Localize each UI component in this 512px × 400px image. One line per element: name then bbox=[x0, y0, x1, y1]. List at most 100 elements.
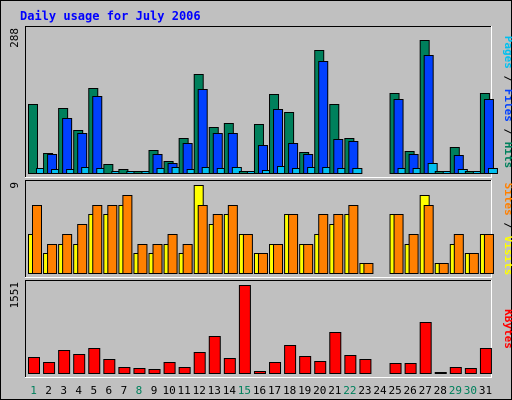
bar-sites bbox=[182, 244, 193, 274]
bar-files bbox=[318, 61, 329, 174]
x-tick-label: 9 bbox=[151, 384, 158, 397]
bar-pages bbox=[487, 168, 498, 174]
bar-sites bbox=[423, 205, 434, 274]
bar-kbytes bbox=[73, 354, 86, 374]
bar-kbytes bbox=[299, 356, 312, 374]
x-tick-label: 20 bbox=[313, 384, 326, 397]
bar-files bbox=[92, 96, 103, 174]
x-tick-label: 31 bbox=[479, 384, 492, 397]
bar-sites bbox=[363, 263, 374, 274]
x-tick-label: 23 bbox=[358, 384, 371, 397]
x-tick-label: 4 bbox=[75, 384, 82, 397]
legend-entry: / bbox=[502, 216, 512, 236]
bar-sites bbox=[122, 195, 133, 274]
bar-kbytes bbox=[103, 359, 116, 374]
bar-sites bbox=[92, 205, 103, 274]
x-tick-label: 12 bbox=[193, 384, 206, 397]
x-tick-label: 8 bbox=[136, 384, 143, 397]
bar-files bbox=[212, 133, 223, 174]
bar-kbytes bbox=[208, 336, 221, 374]
bar-kbytes bbox=[193, 352, 206, 374]
panels-layer: 288 Pages / Files / Hits 9 Sites / Visits 15… bbox=[8, 26, 512, 378]
x-tick-label: 3 bbox=[60, 384, 67, 397]
bar-pages bbox=[231, 167, 242, 174]
x-tick-label: 30 bbox=[464, 384, 477, 397]
bar-sites bbox=[348, 205, 359, 274]
hits-panel: 288 Pages / Files / Hits bbox=[8, 26, 512, 178]
legend-entry: Hits bbox=[502, 142, 512, 169]
x-tick-label: 19 bbox=[298, 384, 311, 397]
bar-kbytes bbox=[148, 369, 161, 374]
bar-kbytes bbox=[223, 358, 236, 374]
bar-files bbox=[393, 99, 404, 174]
legend-entry: / bbox=[502, 122, 512, 142]
bar-kbytes bbox=[178, 367, 191, 374]
x-tick-label: 5 bbox=[90, 384, 97, 397]
bar-kbytes bbox=[238, 285, 251, 374]
x-tick-label: 21 bbox=[328, 384, 341, 397]
bar-kbytes bbox=[479, 348, 492, 374]
bar-kbytes bbox=[464, 368, 477, 374]
bar-sites bbox=[212, 214, 223, 274]
bar-kbytes bbox=[58, 350, 71, 374]
bar-sites bbox=[62, 234, 73, 274]
x-tick-label: 11 bbox=[178, 384, 191, 397]
bar-sites bbox=[303, 244, 314, 274]
bar-sites bbox=[227, 205, 238, 274]
bar-hits bbox=[28, 104, 38, 174]
bar-kbytes bbox=[253, 371, 266, 374]
panel-plot-area bbox=[25, 280, 492, 378]
x-tick-label: 22 bbox=[343, 384, 356, 397]
x-tick-label: 7 bbox=[121, 384, 128, 397]
bar-files bbox=[197, 89, 208, 174]
legend-entry: / bbox=[502, 69, 512, 89]
bar-kbytes bbox=[389, 363, 402, 374]
bar-sites bbox=[32, 205, 42, 274]
panel-legend: KBytes bbox=[502, 309, 512, 349]
visits-panel: 9 Sites / Visits bbox=[8, 180, 512, 278]
bar-sites bbox=[47, 244, 58, 274]
x-tick-label: 17 bbox=[268, 384, 281, 397]
x-tick-label: 13 bbox=[208, 384, 221, 397]
bar-sites bbox=[288, 214, 299, 274]
x-tick-label: 28 bbox=[434, 384, 447, 397]
x-tick-label: 15 bbox=[238, 384, 251, 397]
bar-sites bbox=[333, 214, 344, 274]
bar-kbytes bbox=[284, 345, 297, 374]
bar-kbytes bbox=[133, 368, 146, 374]
legend-entry: Files bbox=[502, 89, 512, 122]
bar-files bbox=[423, 55, 434, 174]
bar-sites bbox=[77, 224, 88, 274]
bar-sites bbox=[468, 253, 479, 274]
bar-sites bbox=[273, 244, 284, 274]
x-tick-label: 6 bbox=[106, 384, 113, 397]
bar-kbytes bbox=[163, 362, 176, 374]
x-tick-label: 1 bbox=[30, 384, 37, 397]
bar-sites bbox=[152, 244, 163, 274]
kbytes-panel: 1551 KBytes bbox=[8, 280, 512, 378]
panel-legend: Sites / Visits bbox=[502, 183, 512, 276]
bar-kbytes bbox=[118, 367, 131, 374]
bar-kbytes bbox=[359, 359, 372, 374]
panel-legend: Pages / Files / Hits bbox=[502, 36, 512, 169]
bar-files bbox=[483, 99, 494, 174]
bar-kbytes bbox=[28, 357, 40, 374]
bar-kbytes bbox=[419, 322, 432, 374]
bar-sites bbox=[318, 214, 329, 274]
bar-sites bbox=[393, 214, 404, 274]
bar-kbytes bbox=[449, 367, 462, 374]
x-tick-label: 14 bbox=[223, 384, 237, 397]
x-axis-labels: 1 2 3 4 5 6 7 8 9 10 11 12 13 14 15 16 17 18 19 20 21 22 23 24 2… bbox=[30, 384, 492, 397]
legend-entry: Sites bbox=[502, 183, 512, 216]
bar-sites bbox=[167, 234, 178, 274]
chart-title: Daily usage for July 2006 bbox=[20, 9, 201, 23]
bar-hits bbox=[103, 164, 114, 174]
x-tick-label: 18 bbox=[283, 384, 296, 397]
x-tick-label: 10 bbox=[162, 384, 175, 397]
x-tick-label: 25 bbox=[388, 384, 401, 397]
bar-sites bbox=[197, 205, 208, 274]
bar-sites bbox=[438, 263, 449, 274]
x-tick-label: 29 bbox=[449, 384, 462, 397]
bar-sites bbox=[242, 234, 253, 274]
